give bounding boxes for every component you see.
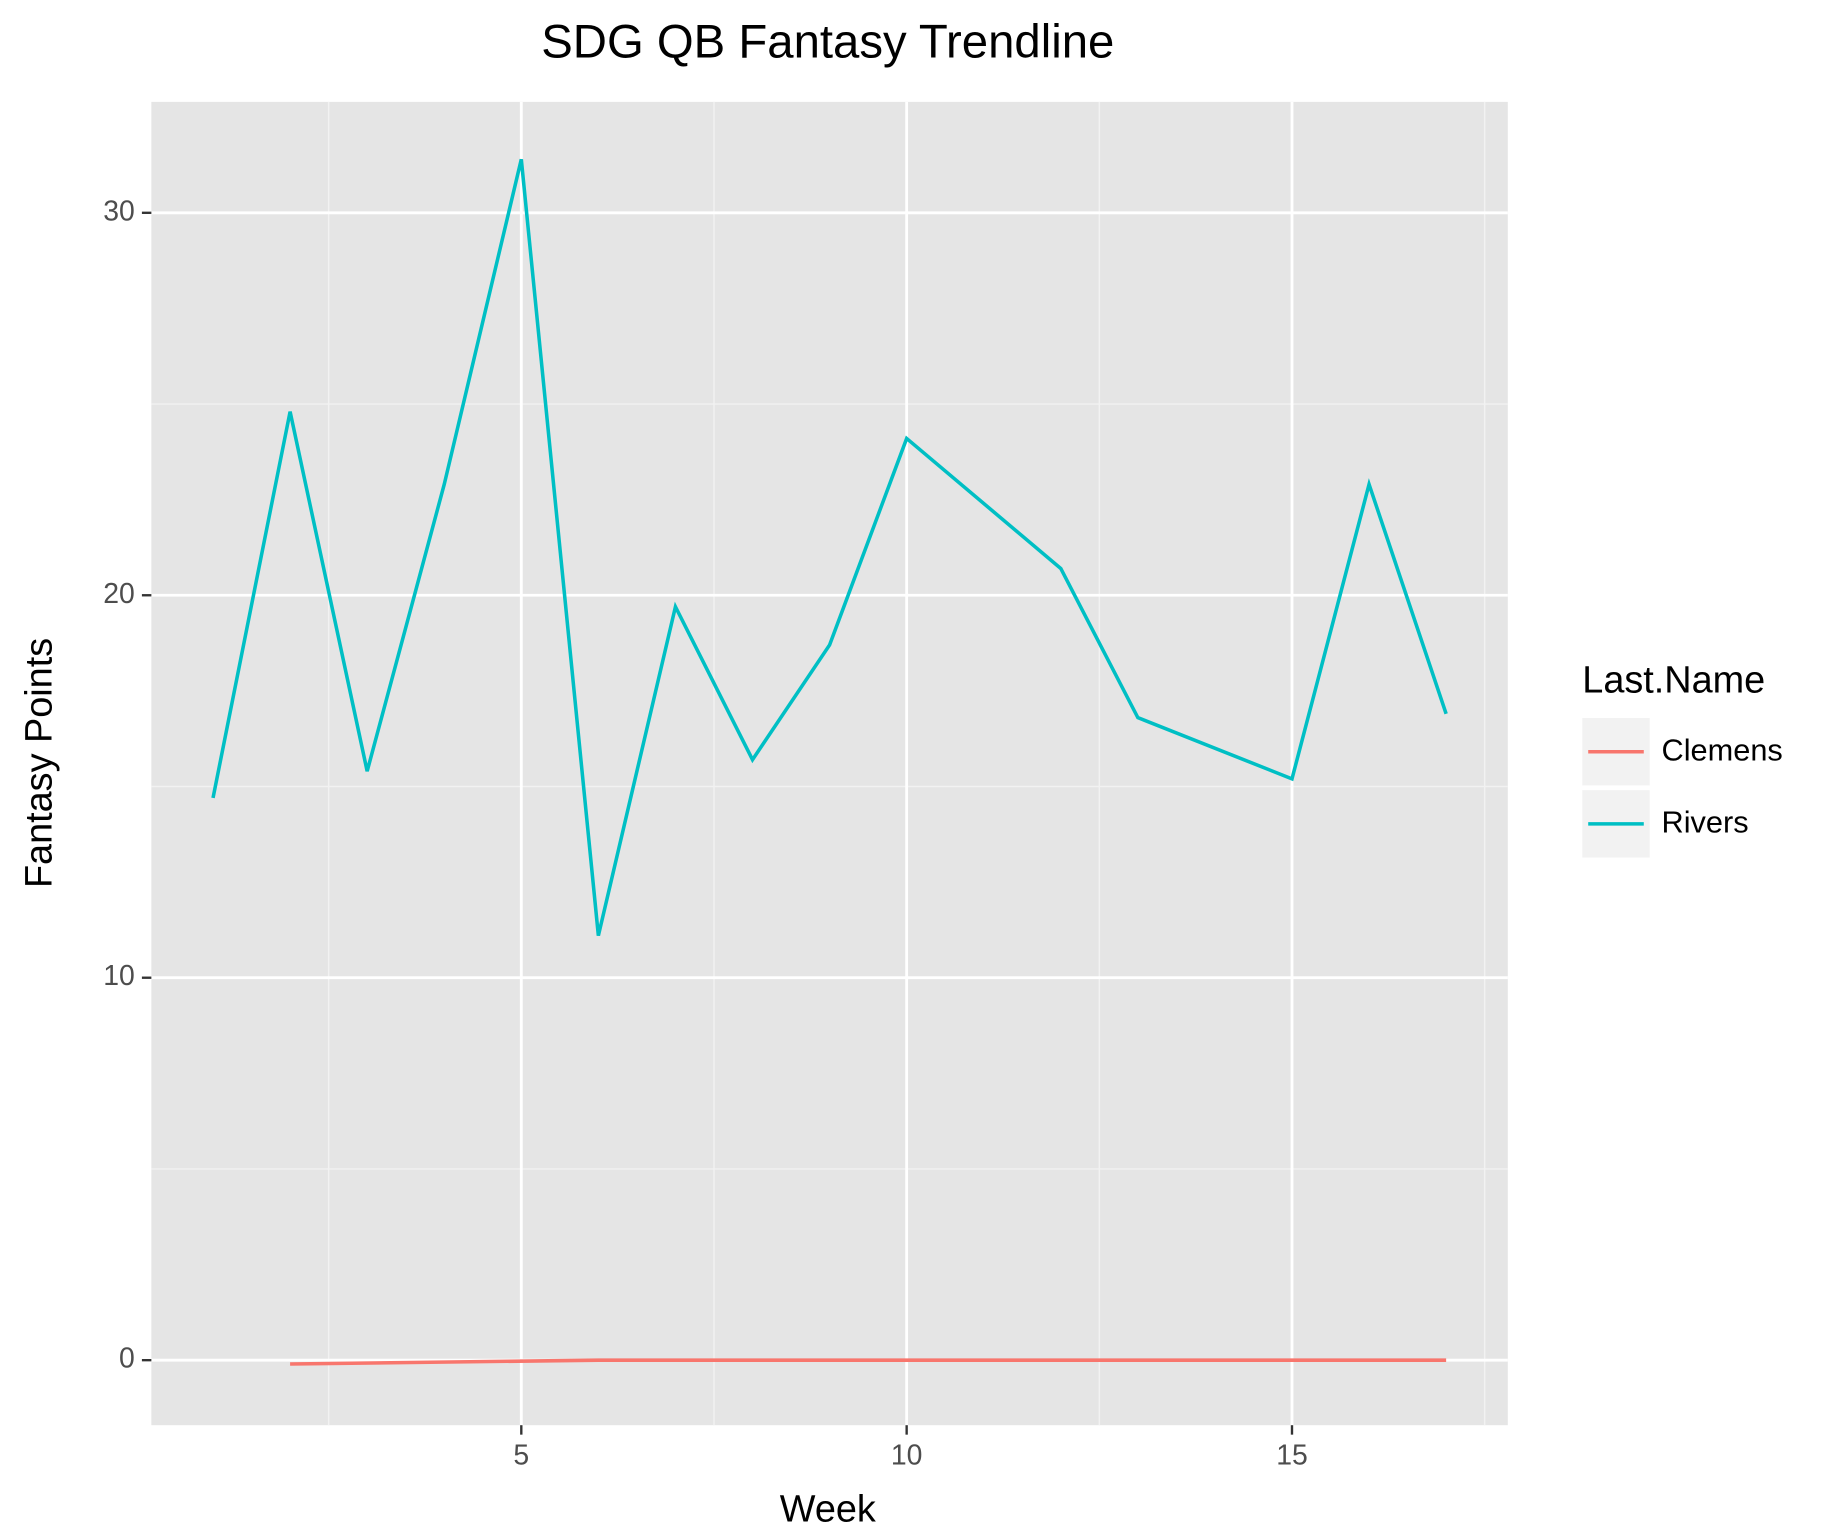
legend-label: Rivers <box>1662 805 1749 840</box>
chart-title: SDG QB Fantasy Trendline <box>541 16 1114 69</box>
x-tick-label: 15 <box>1276 1440 1308 1472</box>
plot-panel <box>151 101 1508 1426</box>
y-tick-label: 0 <box>119 1343 135 1375</box>
legend-title: Last.Name <box>1582 660 1765 702</box>
x-tick-label: 10 <box>891 1440 923 1472</box>
y-tick-label: 30 <box>103 195 135 227</box>
line <box>211 158 1448 937</box>
line <box>290 1358 1447 1366</box>
y-axis-title: Fantasy Points <box>18 638 60 888</box>
y-tick-label: 20 <box>103 578 135 610</box>
x-axis-title: Week <box>780 1489 876 1531</box>
y-tick-label: 10 <box>103 960 135 992</box>
legend-label: Clemens <box>1662 732 1783 767</box>
x-tick-label: 5 <box>513 1440 529 1472</box>
